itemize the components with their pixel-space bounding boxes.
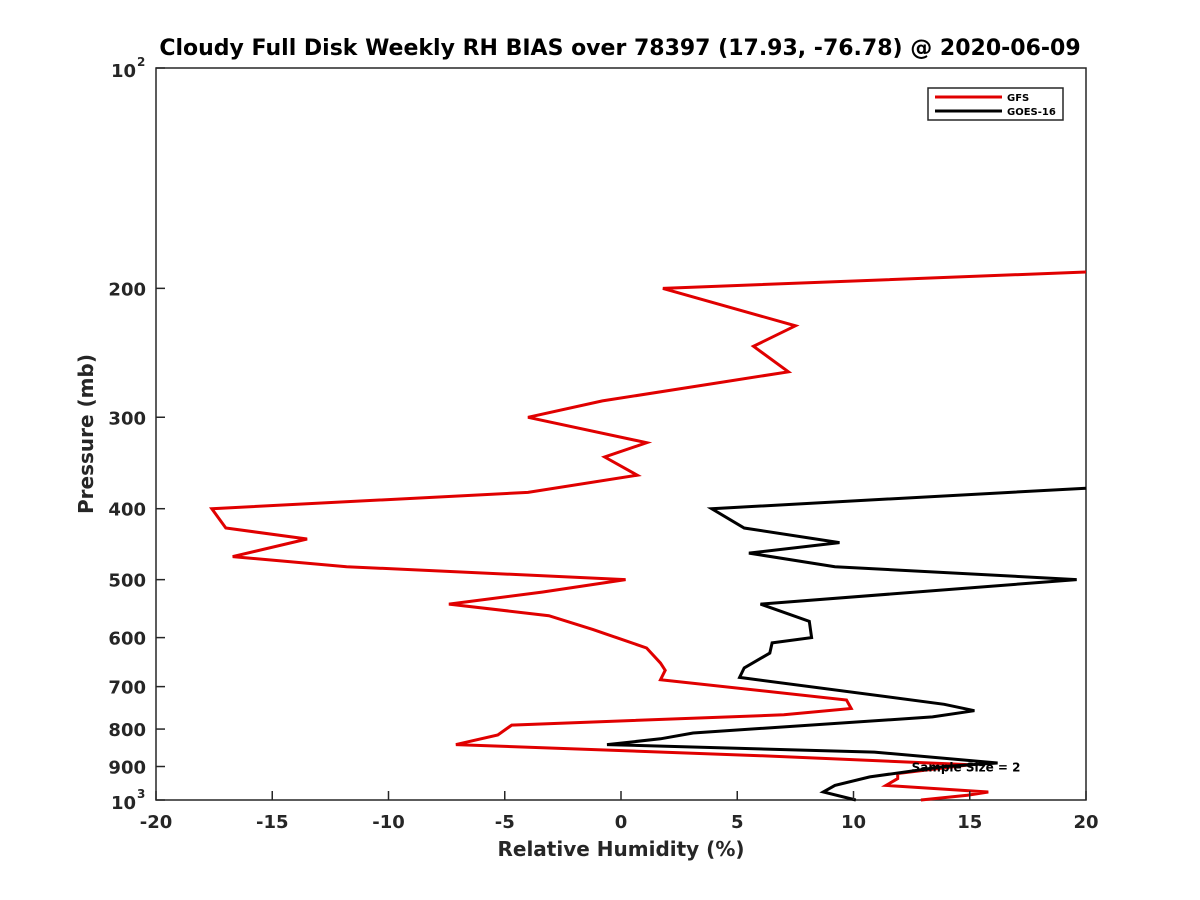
x-tick-label: 20 bbox=[1073, 812, 1098, 833]
plot-frame bbox=[155, 67, 1087, 801]
y-tick-exponent: 2 bbox=[137, 55, 145, 69]
y-tick-label: 200 bbox=[108, 279, 146, 300]
legend: GFS GOES-16 bbox=[927, 87, 1064, 121]
y-tick-label: 600 bbox=[108, 629, 146, 650]
y-tick-label: 800 bbox=[108, 720, 146, 741]
x-tick-label: 10 bbox=[841, 812, 866, 833]
x-axis: -20 -15 -10 -5 0 5 10 15 20 bbox=[140, 791, 1099, 833]
series-layer bbox=[208, 270, 1087, 802]
x-tick-label: -5 bbox=[495, 812, 515, 833]
y-axis-label: Pressure (mb) bbox=[74, 354, 98, 514]
y-tick-label: 900 bbox=[108, 758, 146, 779]
x-tick-label: -20 bbox=[140, 812, 173, 833]
legend-label-goes-16: GOES-16 bbox=[1007, 107, 1056, 118]
y-tick-label: 500 bbox=[108, 571, 146, 592]
legend-box bbox=[927, 87, 1064, 121]
series-line-goes-16 bbox=[606, 486, 1087, 802]
y-tick-exponent: 3 bbox=[137, 787, 145, 801]
legend-label-gfs: GFS bbox=[1007, 93, 1029, 104]
x-tick-label: 0 bbox=[615, 812, 628, 833]
x-tick-label: -10 bbox=[372, 812, 405, 833]
sample-size-annotation: Sample Size = 2 bbox=[912, 761, 1021, 775]
y-tick-label: 300 bbox=[108, 408, 146, 429]
series-line-gfs bbox=[208, 270, 1087, 802]
x-tick-label: -15 bbox=[256, 812, 289, 833]
y-tick-label: 10 bbox=[111, 793, 136, 814]
y-tick-label: 700 bbox=[108, 678, 146, 699]
y-tick-label: 10 bbox=[111, 61, 136, 82]
x-axis-label: Relative Humidity (%) bbox=[497, 837, 744, 861]
chart-title: Cloudy Full Disk Weekly RH BIAS over 783… bbox=[159, 36, 1080, 61]
x-tick-label: 15 bbox=[957, 812, 982, 833]
y-tick-label: 400 bbox=[108, 500, 146, 521]
x-tick-label: 5 bbox=[731, 812, 744, 833]
